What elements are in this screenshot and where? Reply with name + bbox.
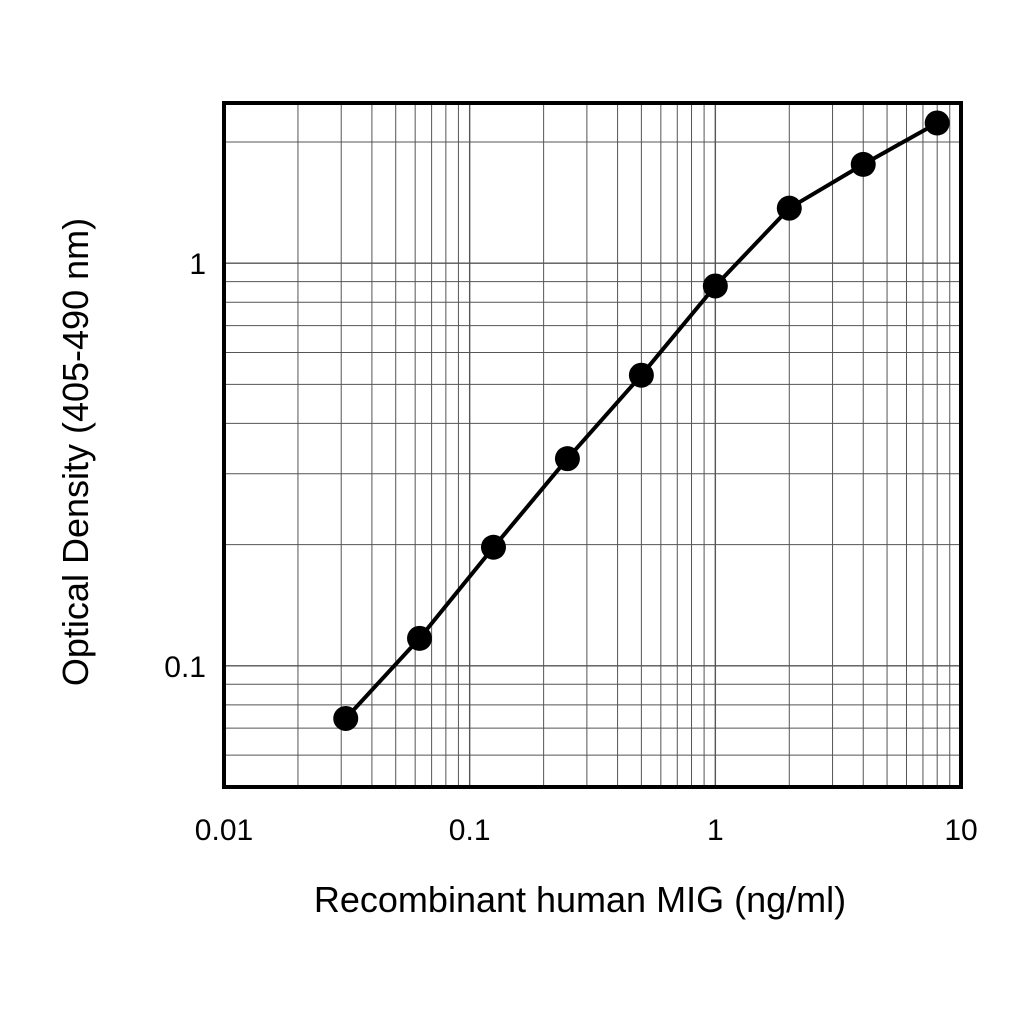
x-axis-tick-labels: 0.01 0.1 1 10	[195, 814, 978, 847]
chart-grid	[224, 103, 961, 787]
x-tick-label: 0.01	[195, 814, 253, 847]
data-point	[554, 446, 580, 472]
plot-frame	[222, 101, 963, 789]
data-point	[924, 110, 950, 136]
data-point	[702, 273, 728, 299]
y-axis-tick-labels: 0.11	[164, 248, 206, 684]
x-tick-label: 1	[707, 814, 724, 847]
x-axis-title: Recombinant human MIG (ng/ml)	[314, 879, 846, 920]
y-axis-title: Optical Density (405-490 nm)	[55, 218, 96, 686]
data-point	[480, 534, 506, 560]
chart-series	[333, 110, 950, 731]
data-point	[850, 151, 876, 177]
data-point	[407, 625, 433, 651]
data-point	[776, 195, 802, 221]
data-point	[628, 362, 654, 388]
x-tick-label: 0.1	[449, 814, 491, 847]
x-tick-label: 10	[944, 814, 977, 847]
data-point	[333, 705, 359, 731]
y-tick-label: 0.1	[164, 651, 206, 684]
y-tick-label: 1	[189, 248, 206, 281]
